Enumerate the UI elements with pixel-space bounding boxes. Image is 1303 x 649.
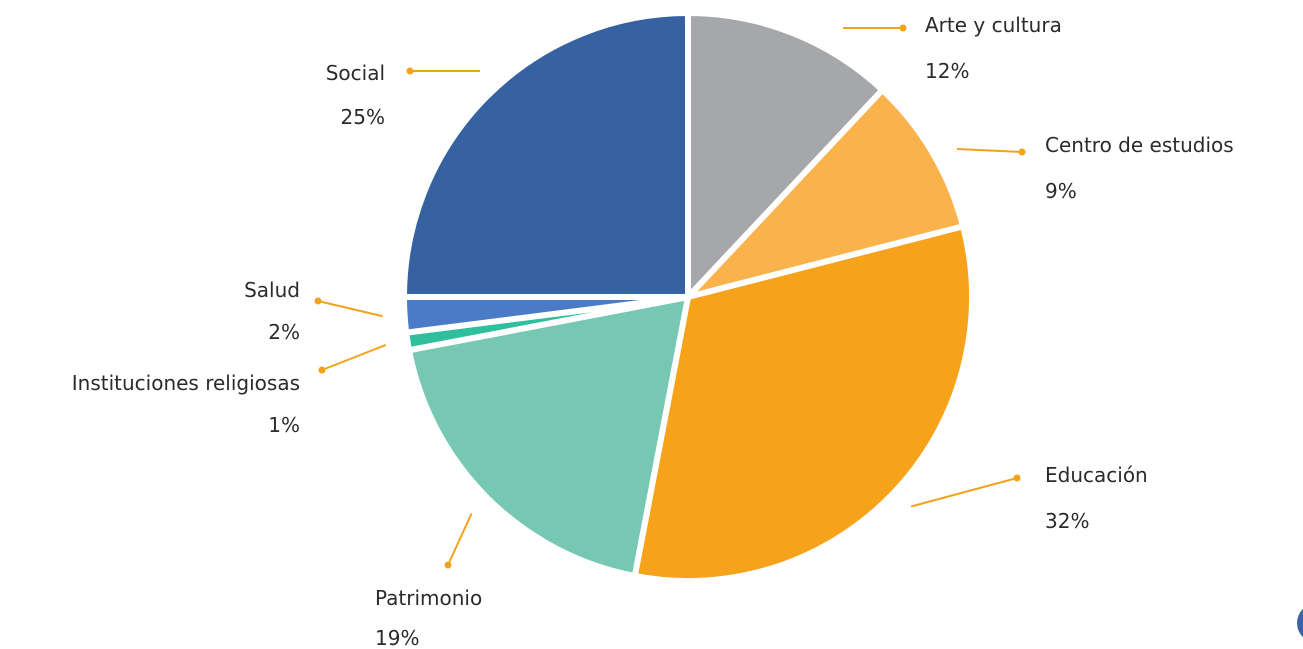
leader-dot-educaci-n [1013, 474, 1021, 482]
label-patrimonio: Patrimonio [375, 586, 482, 610]
leader-dot-centro-de-estudios [1018, 148, 1026, 156]
leader-line-centro-de-estudios [956, 148, 1023, 153]
leader-lines [314, 24, 1026, 569]
value-centro-de-estudios: 9% [1045, 179, 1077, 203]
leader-line-educaci-n [910, 477, 1018, 508]
leader-line-salud [317, 300, 383, 318]
label-arte-y-cultura: Arte y cultura [925, 13, 1062, 37]
value-educacion: 32% [1045, 509, 1089, 533]
label-centro-de-estudios: Centro de estudios [1045, 133, 1234, 157]
label-educacion: Educación [1045, 463, 1148, 487]
label-salud: Salud [244, 278, 300, 302]
label-social: Social [326, 61, 385, 85]
leader-dot-instituciones-religiosas [318, 366, 326, 374]
value-arte-y-cultura: 12% [925, 59, 969, 83]
label-instituciones-religiosas: Instituciones religiosas [72, 371, 300, 395]
value-instituciones-religiosas: 1% [268, 413, 300, 437]
corner-badge [1297, 603, 1303, 643]
leader-line-instituciones-religiosas [321, 343, 387, 371]
value-social: 25% [341, 105, 385, 129]
leader-dot-social [406, 67, 414, 75]
pie-slices [401, 10, 975, 584]
pie-slice-patrimonio [406, 294, 691, 579]
value-salud: 2% [268, 320, 300, 344]
pie-slice-social [401, 10, 691, 300]
leader-dot-arte-y-cultura [899, 24, 907, 32]
value-patrimonio: 19% [375, 626, 419, 649]
leader-line-patrimonio [447, 512, 473, 566]
pie-slice-arte-y-cultura [685, 10, 886, 300]
pie-slice-centro-de-estudios [685, 86, 967, 300]
leader-dot-salud [314, 297, 322, 305]
pie-slice-educaci-n [631, 223, 975, 584]
leader-dot-patrimonio [444, 561, 452, 569]
